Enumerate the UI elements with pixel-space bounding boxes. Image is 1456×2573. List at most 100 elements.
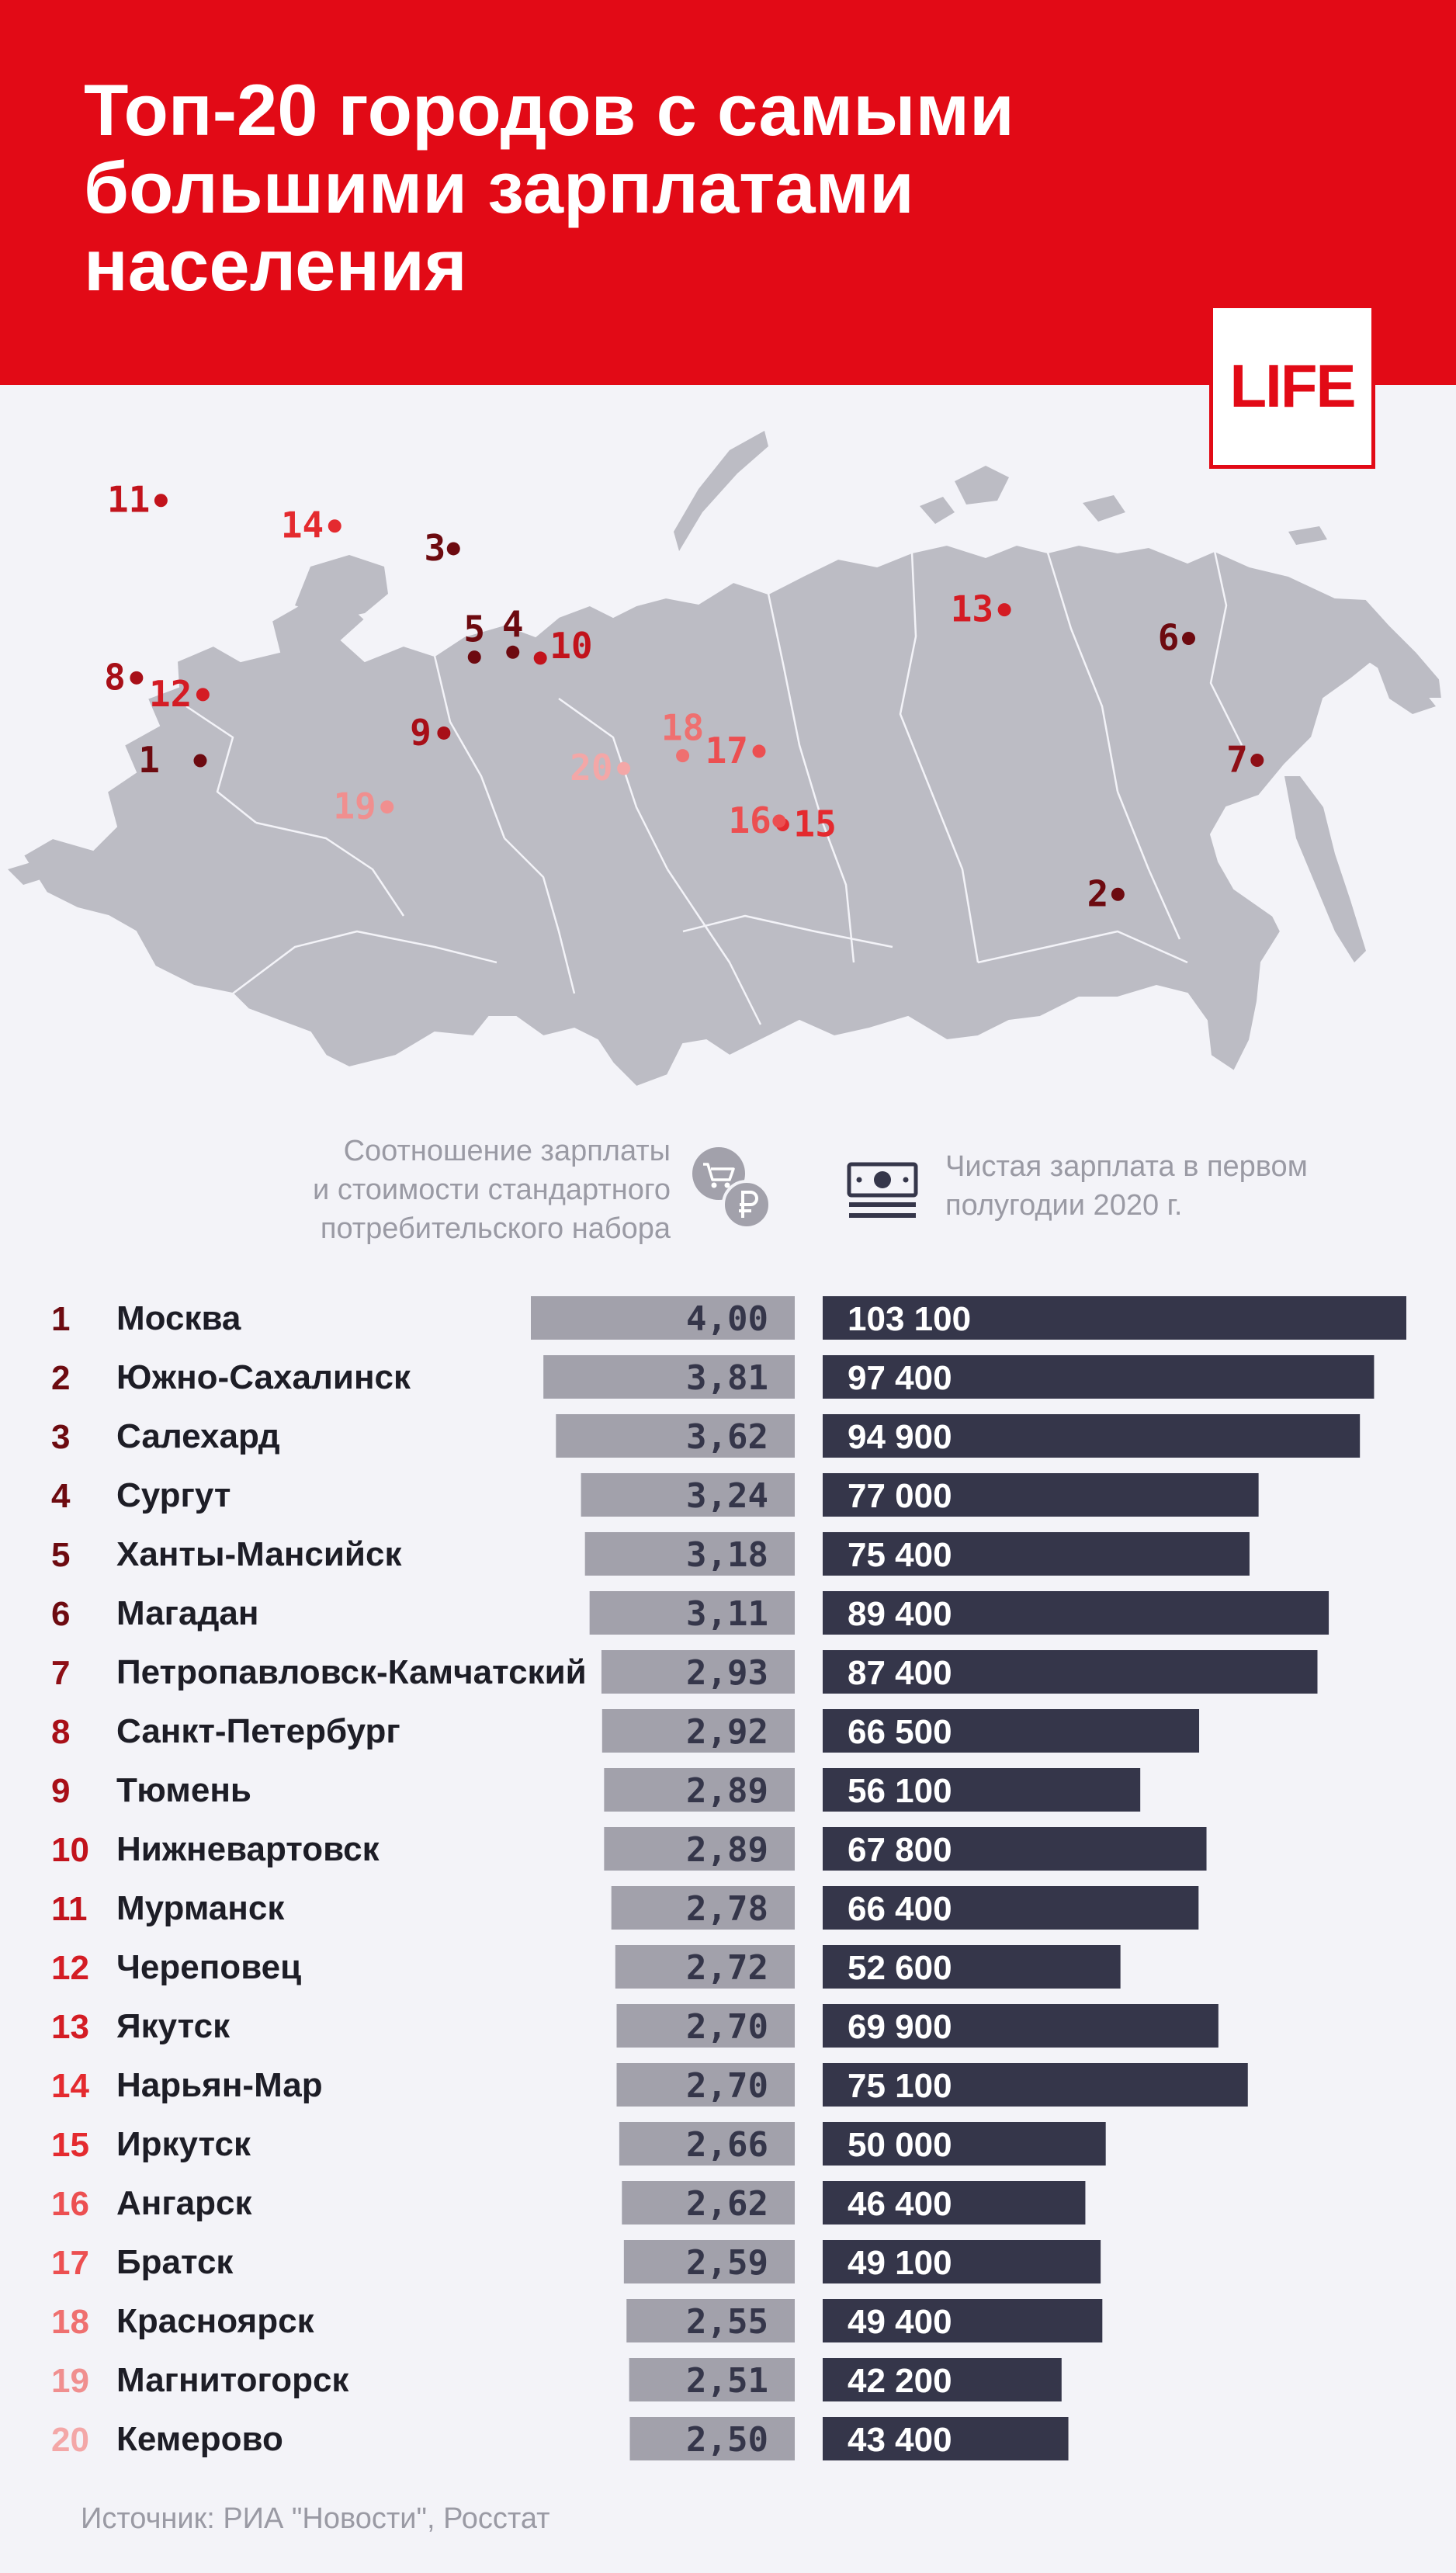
map-region-border-13 bbox=[1209, 550, 1243, 746]
map-marker-label-19: 19 bbox=[333, 785, 376, 827]
salary-label: 77 000 bbox=[848, 1477, 952, 1515]
map-marker-label-8: 8 bbox=[104, 656, 126, 698]
ratio-bar bbox=[604, 1768, 795, 1812]
map-marker-label-4: 4 bbox=[502, 603, 524, 645]
ratio-bar bbox=[629, 2358, 795, 2401]
map-severnaya-zemlya bbox=[955, 466, 1009, 505]
map-region-border-11 bbox=[1046, 552, 1119, 792]
ratio-label: 2,92 bbox=[686, 1712, 768, 1752]
salary-label: 50 000 bbox=[848, 2126, 952, 2164]
ratio-bar bbox=[616, 2063, 795, 2107]
ratio-label: 2,70 bbox=[686, 2007, 768, 2047]
rank-number: 7 bbox=[51, 1654, 70, 1692]
rank-number: 20 bbox=[51, 2421, 89, 2459]
rank-number: 8 bbox=[51, 1713, 70, 1751]
ratio-label: 3,81 bbox=[686, 1358, 768, 1398]
salary-bar bbox=[823, 2122, 1106, 2166]
map-region-border-9 bbox=[899, 552, 933, 792]
city-name: Южно-Сахалинск bbox=[116, 1358, 411, 1396]
map-marker-label-3: 3 bbox=[425, 527, 446, 569]
map-marker-label-13: 13 bbox=[951, 588, 993, 630]
ratio-bar bbox=[556, 1414, 795, 1458]
city-name: Тюмень bbox=[116, 1771, 251, 1809]
map-region-border-6 bbox=[666, 869, 762, 1025]
ratio-bar bbox=[604, 1827, 795, 1871]
map-marker-12 bbox=[196, 688, 210, 702]
map-marker-label-9: 9 bbox=[410, 711, 432, 753]
ratio-bar bbox=[581, 1473, 795, 1517]
ratio-label: 2,51 bbox=[686, 2361, 768, 2401]
salary-bar bbox=[823, 1945, 1121, 1989]
city-name: Иркутск bbox=[116, 2125, 251, 2163]
salary-label: 46 400 bbox=[848, 2185, 952, 2223]
salary-bar bbox=[823, 1296, 1406, 1340]
rank-number: 1 bbox=[51, 1300, 70, 1338]
rank-number: 10 bbox=[51, 1831, 89, 1869]
ratio-bar bbox=[611, 1886, 795, 1930]
salary-label: 52 600 bbox=[848, 1949, 952, 1987]
salary-label: 97 400 bbox=[848, 1359, 952, 1397]
map-marker-label-1: 1 bbox=[138, 739, 160, 781]
map-region-border-4 bbox=[504, 837, 576, 994]
city-name: Сургут bbox=[116, 1476, 231, 1514]
map-marker-8 bbox=[130, 671, 144, 685]
map-marker-label-7: 7 bbox=[1226, 738, 1248, 780]
salary-bar bbox=[823, 2181, 1086, 2225]
ratio-bar bbox=[623, 2240, 795, 2283]
map-sakhalin bbox=[1284, 776, 1366, 962]
salary-label: 43 400 bbox=[848, 2421, 952, 2459]
legend-ratio-label: Соотношение зарплаты и стоимости стандар… bbox=[313, 1135, 671, 1245]
map-marker-label-6: 6 bbox=[1158, 617, 1180, 659]
ratio-bar bbox=[584, 1532, 795, 1576]
city-name: Ангарск bbox=[116, 2184, 252, 2222]
ratio-label: 3,62 bbox=[686, 1417, 768, 1457]
map-marker-7 bbox=[1250, 753, 1264, 767]
city-name: Москва bbox=[116, 1299, 241, 1337]
ratio-bar bbox=[626, 2299, 795, 2342]
rank-number: 18 bbox=[51, 2303, 89, 2341]
map-marker-label-17: 17 bbox=[705, 730, 748, 772]
city-name: Санкт-Петербург bbox=[116, 1712, 400, 1750]
salary-bar bbox=[823, 2358, 1062, 2401]
map-kamchatka bbox=[1378, 668, 1436, 714]
map-region-border-10 bbox=[930, 791, 979, 963]
banknote-stack-icon bbox=[847, 1162, 918, 1218]
salary-bar bbox=[823, 2417, 1069, 2460]
map-marker-20 bbox=[617, 761, 631, 775]
map-marker-5 bbox=[467, 650, 481, 664]
map-marker-19 bbox=[380, 800, 394, 814]
map-marker-18 bbox=[676, 749, 690, 763]
map-marker-label-10: 10 bbox=[549, 625, 592, 667]
map-region-border-7 bbox=[767, 593, 824, 824]
ratio-label: 2,93 bbox=[686, 1653, 768, 1693]
ratio-label: 2,55 bbox=[686, 2302, 768, 2342]
rank-number: 6 bbox=[51, 1595, 70, 1633]
city-name: Якутск bbox=[116, 2007, 231, 2045]
city-name: Нижневартовск bbox=[116, 1830, 380, 1868]
salary-label: 94 900 bbox=[848, 1418, 952, 1456]
city-name: Череповец bbox=[116, 1948, 301, 1986]
salary-label: 42 200 bbox=[848, 2362, 952, 2400]
salary-label: 103 100 bbox=[848, 1300, 971, 1338]
ratio-label: 2,59 bbox=[686, 2243, 768, 2283]
ratio-label: 3,18 bbox=[686, 1535, 768, 1575]
salary-label: 75 400 bbox=[848, 1536, 952, 1574]
map-marker-2 bbox=[1111, 887, 1125, 901]
salary-label: 49 400 bbox=[848, 2303, 952, 2341]
salary-label: 75 100 bbox=[848, 2067, 952, 2105]
map-region-border-2 bbox=[255, 821, 405, 917]
rank-number: 9 bbox=[51, 1772, 70, 1810]
source-note: Источник: РИА "Новости", Росстат bbox=[81, 2502, 550, 2535]
ratio-bar bbox=[616, 2004, 795, 2048]
map-region-border-14 bbox=[232, 930, 497, 994]
map-kaliningrad bbox=[8, 860, 48, 885]
salary-bar bbox=[823, 1355, 1375, 1399]
rank-number: 2 bbox=[51, 1359, 70, 1397]
salary-bar bbox=[823, 1768, 1141, 1812]
life-logo: LIFE bbox=[1209, 304, 1375, 469]
salary-bar bbox=[823, 2004, 1219, 2048]
rank-number: 5 bbox=[51, 1536, 70, 1574]
map-marker-9 bbox=[437, 726, 451, 740]
map-marker-11 bbox=[154, 494, 168, 508]
ratio-bar bbox=[531, 1296, 795, 1340]
